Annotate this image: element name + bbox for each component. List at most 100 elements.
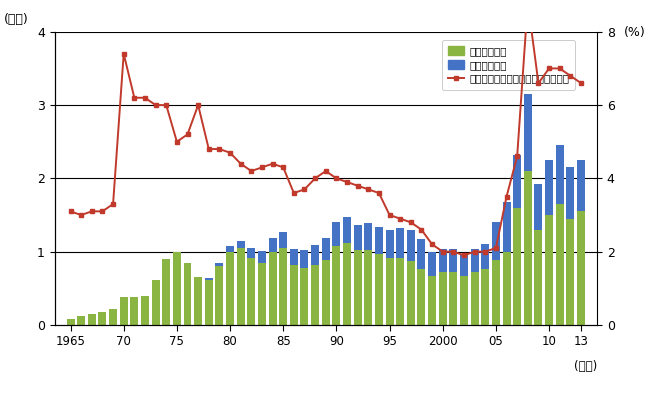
Bar (481, 244, 489, 268)
総輸入額に占める石炭輸入額の割合 (194, 103, 202, 107)
Bar (162, 259, 170, 325)
総輸入額に占める石炭輸入額の割合 (417, 227, 425, 232)
Bar (77, 316, 85, 325)
Bar (471, 272, 478, 325)
Bar (332, 246, 341, 325)
総輸入額に占める石炭輸入額の割合 (375, 191, 383, 195)
Legend: 原料炭輸入額, 一般炭輸入額, 総輸入額に占める石炭輸入額の割合: 原料炭輸入額, 一般炭輸入額, 総輸入額に占める石炭輸入額の割合 (442, 40, 575, 90)
Bar (183, 263, 192, 325)
総輸入額に占める石炭輸入額の割合 (258, 165, 266, 170)
Bar (311, 245, 319, 265)
Bar (556, 204, 564, 325)
Bar (385, 230, 393, 257)
Bar (407, 261, 415, 325)
総輸入額に占める石炭輸入額の割合 (396, 216, 404, 221)
総輸入額に占める石炭輸入額の割合 (482, 249, 489, 254)
総輸入額に占める石炭輸入額の割合 (524, 0, 532, 5)
Bar (513, 155, 521, 208)
総輸入額に占める石炭輸入額の割合 (141, 95, 149, 100)
Bar (449, 249, 458, 272)
総輸入額に占める石炭輸入額の割合 (226, 151, 234, 155)
Bar (109, 309, 117, 325)
Bar (247, 257, 255, 325)
Bar (205, 279, 213, 325)
Bar (131, 297, 138, 325)
総輸入額に占める石炭輸入額の割合 (311, 176, 319, 181)
Bar (375, 227, 383, 254)
総輸入額に占める石炭輸入額の割合 (502, 194, 510, 199)
総輸入額に占める石炭輸入額の割合 (407, 220, 415, 225)
Bar (280, 248, 287, 325)
Bar (534, 184, 542, 230)
Bar (396, 228, 404, 257)
Bar (322, 239, 330, 261)
Bar (428, 276, 436, 325)
Y-axis label: (兆円): (兆円) (5, 13, 29, 26)
Bar (524, 171, 532, 325)
Bar (343, 217, 351, 243)
Bar (577, 211, 585, 325)
Bar (524, 94, 532, 171)
Bar (428, 252, 436, 276)
Bar (460, 254, 468, 276)
Bar (280, 232, 287, 248)
Bar (417, 268, 426, 325)
Bar (460, 276, 468, 325)
Bar (332, 222, 341, 246)
Bar (566, 167, 575, 219)
Bar (151, 279, 160, 325)
Bar (439, 249, 447, 272)
総輸入額に占める石炭輸入額の割合 (216, 147, 224, 151)
Bar (258, 251, 266, 263)
Bar (492, 261, 500, 325)
総輸入額に占める石炭輸入額の割合 (556, 66, 564, 71)
総輸入額に占める石炭輸入額の割合 (162, 103, 170, 107)
Bar (194, 277, 202, 325)
Y-axis label: (%): (%) (624, 26, 645, 39)
総輸入額に占める石炭輸入額の割合 (449, 249, 457, 254)
総輸入額に占める石炭輸入額の割合 (237, 162, 244, 166)
総輸入額に占める石炭輸入額の割合 (205, 147, 213, 151)
Line: 総輸入額に占める石炭輸入額の割合: 総輸入額に占める石炭輸入額の割合 (68, 0, 583, 257)
総輸入額に占める石炭輸入額の割合 (322, 169, 330, 173)
Bar (226, 252, 234, 325)
Bar (290, 265, 298, 325)
Bar (141, 296, 149, 325)
Bar (556, 145, 564, 204)
総輸入額に占める石炭輸入額の割合 (280, 165, 287, 170)
Bar (417, 239, 426, 268)
Bar (364, 223, 372, 250)
Bar (545, 215, 553, 325)
総輸入額に占める石炭輸入額の割合 (183, 132, 191, 137)
Bar (247, 248, 255, 257)
Bar (481, 268, 489, 325)
総輸入額に占める石炭輸入額の割合 (99, 209, 107, 214)
Bar (300, 268, 309, 325)
Bar (449, 272, 458, 325)
Bar (534, 230, 542, 325)
Bar (226, 246, 234, 252)
総輸入額に占める石炭輸入額の割合 (88, 209, 96, 214)
Bar (98, 312, 107, 325)
Bar (120, 297, 127, 325)
Bar (322, 261, 330, 325)
Bar (205, 278, 213, 279)
Bar (237, 241, 244, 248)
Bar (237, 248, 244, 325)
Bar (364, 250, 372, 325)
Text: (年度): (年度) (574, 360, 597, 373)
Bar (88, 314, 96, 325)
総輸入額に占める石炭輸入額の割合 (343, 180, 351, 184)
総輸入額に占める石炭輸入額の割合 (77, 213, 85, 217)
Bar (375, 254, 383, 325)
総輸入額に占める石炭輸入額の割合 (120, 51, 127, 56)
総輸入額に占める石炭輸入額の割合 (471, 249, 478, 254)
総輸入額に占める石炭輸入額の割合 (333, 176, 341, 181)
Bar (471, 249, 478, 272)
総輸入額に占める石炭輸入額の割合 (428, 242, 436, 247)
Bar (290, 249, 298, 265)
総輸入額に占める石炭輸入額の割合 (131, 95, 138, 100)
総輸入額に占める石炭輸入額の割合 (566, 73, 574, 78)
Bar (545, 160, 553, 215)
Bar (354, 224, 361, 250)
